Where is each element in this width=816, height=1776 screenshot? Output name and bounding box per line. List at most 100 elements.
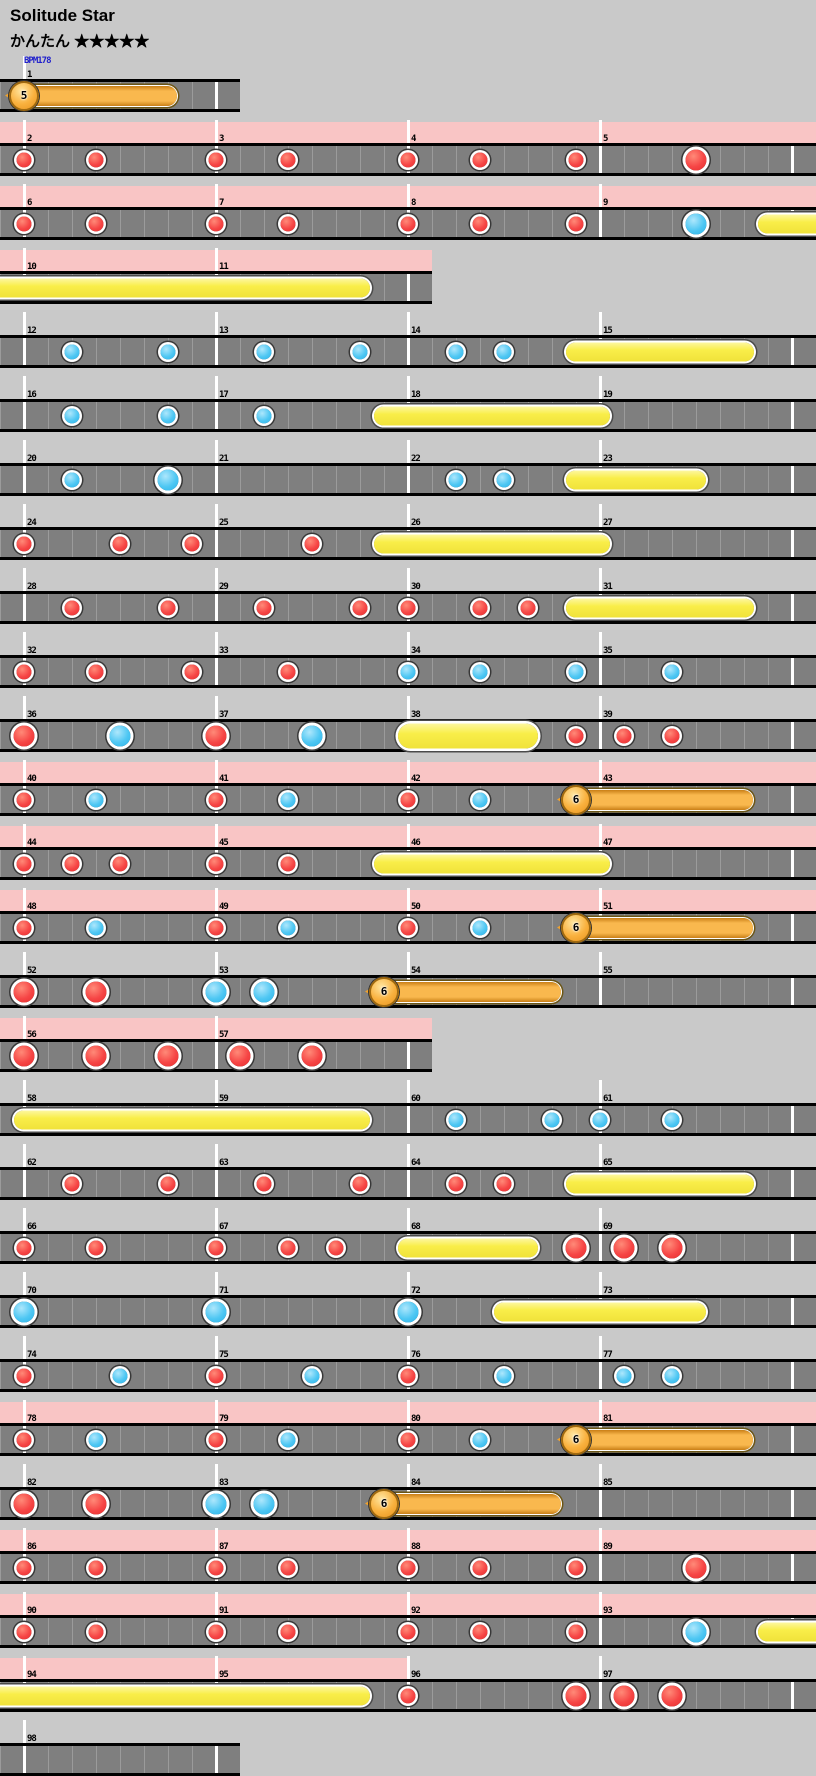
measure-number: 42 <box>411 774 421 784</box>
measure-line <box>791 850 794 877</box>
don-note <box>16 1240 32 1255</box>
measure-tick <box>215 1656 218 1679</box>
measure-number: 54 <box>411 966 421 976</box>
don-note <box>400 1624 416 1639</box>
balloon-count: 6 <box>572 793 580 806</box>
measure-tick <box>215 1208 218 1231</box>
measure-tick <box>407 1144 410 1167</box>
measure-tick <box>23 632 26 655</box>
don-note <box>328 1240 344 1255</box>
don-note <box>16 216 32 231</box>
measure-tick <box>407 1592 410 1615</box>
measure-number: 94 <box>27 1670 37 1680</box>
don-note <box>664 728 680 743</box>
measure-number: 74 <box>27 1350 37 1360</box>
measure-tick <box>407 312 410 335</box>
measure-line <box>599 978 602 1005</box>
measure-number: 87 <box>219 1542 229 1552</box>
measure-number: 25 <box>219 518 229 528</box>
measure-tick <box>599 1336 602 1359</box>
measure-number: 29 <box>219 582 229 592</box>
measure-number: 82 <box>27 1478 37 1488</box>
measure-line <box>791 530 794 557</box>
measure-number: 41 <box>219 774 229 784</box>
measure-number: 31 <box>603 582 613 592</box>
big-ka-note <box>397 1301 419 1322</box>
big-ka-note <box>685 1621 707 1642</box>
measure-tick <box>215 888 218 911</box>
don-note <box>400 1560 416 1575</box>
don-note <box>568 728 584 743</box>
measure-line <box>23 466 26 493</box>
measure-number: 68 <box>411 1222 421 1232</box>
don-note <box>568 216 584 231</box>
ka-note <box>568 664 584 679</box>
measure-tick <box>599 1080 602 1103</box>
measure-tick <box>599 1272 602 1295</box>
balloon-note: 5 <box>9 80 39 111</box>
measure-line <box>791 1426 794 1453</box>
measure-tick <box>23 568 26 591</box>
don-note <box>280 1624 296 1639</box>
measure-tick <box>23 760 26 783</box>
measure-number: 16 <box>27 390 37 400</box>
big-don-note <box>13 981 35 1002</box>
measure-number: 59 <box>219 1094 229 1104</box>
measure-line <box>407 466 410 493</box>
measure-number: 27 <box>603 518 613 528</box>
measure-number: 23 <box>603 454 613 464</box>
measure-tick <box>407 504 410 527</box>
measure-tick <box>599 440 602 463</box>
drumroll <box>758 214 816 233</box>
measure-tick <box>23 184 26 207</box>
measure-line <box>23 338 26 365</box>
don-note <box>112 536 128 551</box>
measure-line <box>215 466 218 493</box>
measure-number: 46 <box>411 838 421 848</box>
measure-line <box>791 1106 794 1133</box>
measure-tick <box>599 824 602 847</box>
measure-line <box>599 722 602 749</box>
don-note <box>280 856 296 871</box>
measure-lane <box>0 335 816 368</box>
don-note <box>400 1368 416 1383</box>
measure-number: 6 <box>27 198 33 208</box>
drumroll <box>374 534 610 553</box>
ka-note <box>64 408 80 423</box>
measure-tick <box>23 1528 26 1551</box>
big-don-note <box>661 1685 683 1706</box>
measure-line <box>791 978 794 1005</box>
don-note <box>64 600 80 615</box>
measure-tick <box>407 1464 410 1487</box>
measure-line <box>599 1682 602 1709</box>
balloon-roll-bar <box>576 789 753 810</box>
don-note <box>88 216 104 231</box>
ka-note <box>544 1112 560 1127</box>
measure-number: 32 <box>27 646 37 656</box>
measure-line <box>791 914 794 941</box>
measure-line <box>791 402 794 429</box>
don-note <box>16 1432 32 1447</box>
don-note <box>208 216 224 231</box>
measure-lane <box>0 1167 816 1200</box>
measure-number: 67 <box>219 1222 229 1232</box>
measure-number: 92 <box>411 1606 421 1616</box>
measure-lane <box>0 847 816 880</box>
measure-number: 48 <box>27 902 37 912</box>
measure-line <box>791 338 794 365</box>
big-ka-note <box>205 981 227 1002</box>
don-note <box>16 792 32 807</box>
measure-tick <box>23 312 26 335</box>
measure-number: 47 <box>603 838 613 848</box>
measure-number: 80 <box>411 1414 421 1424</box>
measure-number: 50 <box>411 902 421 912</box>
measure-line <box>215 1170 218 1197</box>
measure-number: 53 <box>219 966 229 976</box>
big-don-note <box>13 1493 35 1514</box>
ka-note <box>448 1112 464 1127</box>
ka-note <box>616 1368 632 1383</box>
measure-tick <box>23 1272 26 1295</box>
measure-tick <box>407 568 410 591</box>
song-title: Solitude Star <box>10 6 115 25</box>
measure-line <box>599 658 602 685</box>
